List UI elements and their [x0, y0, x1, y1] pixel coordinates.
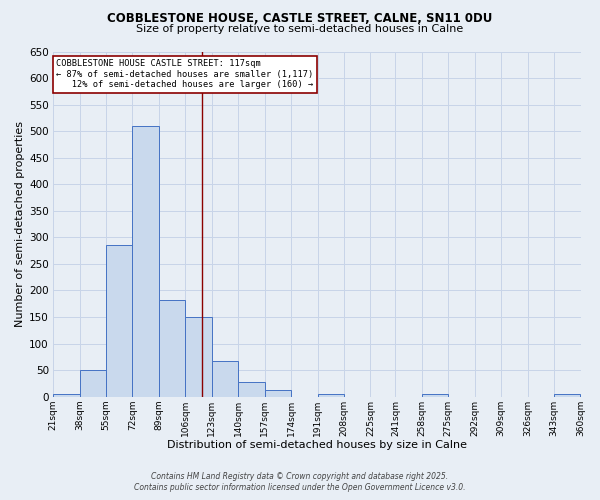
Bar	[185, 317, 212, 396]
Bar	[238, 382, 265, 396]
Text: COBBLESTONE HOUSE CASTLE STREET: 117sqm
← 87% of semi-detached houses are smalle: COBBLESTONE HOUSE CASTLE STREET: 117sqm …	[56, 60, 313, 90]
Bar	[106, 246, 133, 396]
Bar	[159, 300, 185, 396]
Text: Size of property relative to semi-detached houses in Calne: Size of property relative to semi-detach…	[136, 24, 464, 34]
X-axis label: Distribution of semi-detached houses by size in Calne: Distribution of semi-detached houses by …	[167, 440, 467, 450]
Text: Contains HM Land Registry data © Crown copyright and database right 2025.
Contai: Contains HM Land Registry data © Crown c…	[134, 472, 466, 492]
Bar	[554, 394, 580, 396]
Text: COBBLESTONE HOUSE, CASTLE STREET, CALNE, SN11 0DU: COBBLESTONE HOUSE, CASTLE STREET, CALNE,…	[107, 12, 493, 26]
Bar	[265, 390, 291, 396]
Bar	[133, 126, 159, 396]
Bar	[317, 394, 344, 396]
Bar	[80, 370, 106, 396]
Y-axis label: Number of semi-detached properties: Number of semi-detached properties	[15, 121, 25, 327]
Bar	[212, 360, 238, 396]
Bar	[53, 394, 80, 396]
Bar	[422, 394, 448, 396]
